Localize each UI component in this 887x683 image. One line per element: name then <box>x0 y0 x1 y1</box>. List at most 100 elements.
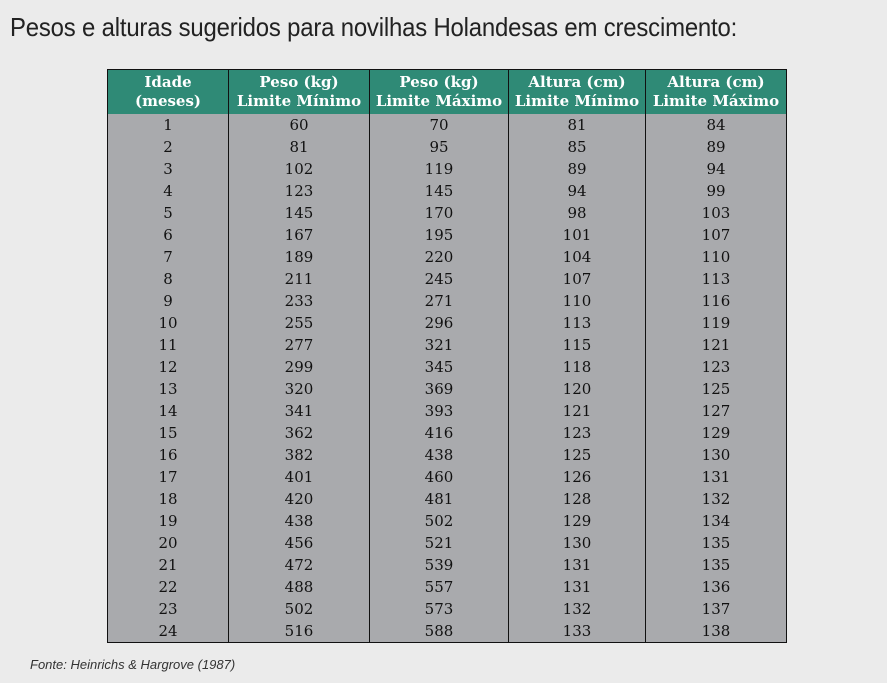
table-body: 1 60 70 81 84 2 81 95 85 89 3 102 119 89 94 4 123 145 94 99… <box>107 114 787 643</box>
height-min-cell: 132 <box>508 598 646 620</box>
height-min-cell: 98 <box>508 202 646 224</box>
height-min-cell: 110 <box>508 290 646 312</box>
table-row: 19 438 502 129 134 <box>107 510 787 532</box>
header-weight-max: Peso (kg) Limite Máximo <box>369 69 509 114</box>
weight-max-cell: 220 <box>369 246 509 268</box>
table-row: 23 502 573 132 137 <box>107 598 787 620</box>
weight-min-cell: 233 <box>228 290 370 312</box>
header-weight-min: Peso (kg) Limite Mínimo <box>228 69 370 114</box>
weight-min-cell: 81 <box>228 136 370 158</box>
age-cell: 17 <box>107 466 229 488</box>
height-min-cell: 94 <box>508 180 646 202</box>
weight-max-cell: 195 <box>369 224 509 246</box>
weight-max-cell: 296 <box>369 312 509 334</box>
height-min-cell: 130 <box>508 532 646 554</box>
weight-max-cell: 70 <box>369 114 509 136</box>
header-weight-max-line1: Peso (kg) <box>399 73 479 91</box>
table-row: 4 123 145 94 99 <box>107 180 787 202</box>
weight-max-cell: 588 <box>369 620 509 643</box>
height-min-cell: 101 <box>508 224 646 246</box>
header-height-max-line1: Altura (cm) <box>667 73 765 91</box>
table-row: 16 382 438 125 130 <box>107 444 787 466</box>
header-weight-max-line2: Limite Máximo <box>375 92 503 110</box>
age-cell: 9 <box>107 290 229 312</box>
table-row: 10 255 296 113 119 <box>107 312 787 334</box>
table-row: 14 341 393 121 127 <box>107 400 787 422</box>
weight-max-cell: 271 <box>369 290 509 312</box>
weight-min-cell: 189 <box>228 246 370 268</box>
height-min-cell: 123 <box>508 422 646 444</box>
table-row: 9 233 271 110 116 <box>107 290 787 312</box>
table-row: 3 102 119 89 94 <box>107 158 787 180</box>
height-min-cell: 126 <box>508 466 646 488</box>
height-max-cell: 113 <box>645 268 787 290</box>
table-row: 24 516 588 133 138 <box>107 620 787 643</box>
header-height-min-line1: Altura (cm) <box>528 73 626 91</box>
table-row: 18 420 481 128 132 <box>107 488 787 510</box>
table-row: 5 145 170 98 103 <box>107 202 787 224</box>
age-cell: 11 <box>107 334 229 356</box>
age-cell: 24 <box>107 620 229 643</box>
weight-max-cell: 481 <box>369 488 509 510</box>
growth-table: Idade (meses) Peso (kg) Limite Mínimo Pe… <box>107 69 787 643</box>
age-cell: 4 <box>107 180 229 202</box>
height-min-cell: 125 <box>508 444 646 466</box>
header-age-line1: Idade <box>144 73 192 91</box>
height-min-cell: 89 <box>508 158 646 180</box>
height-max-cell: 130 <box>645 444 787 466</box>
header-age-line2: (meses) <box>134 92 202 110</box>
age-cell: 3 <box>107 158 229 180</box>
weight-min-cell: 255 <box>228 312 370 334</box>
height-min-cell: 85 <box>508 136 646 158</box>
age-cell: 18 <box>107 488 229 510</box>
height-min-cell: 81 <box>508 114 646 136</box>
height-max-cell: 138 <box>645 620 787 643</box>
height-max-cell: 132 <box>645 488 787 510</box>
header-age: Idade (meses) <box>107 69 229 114</box>
height-min-cell: 133 <box>508 620 646 643</box>
height-max-cell: 103 <box>645 202 787 224</box>
age-cell: 19 <box>107 510 229 532</box>
height-min-cell: 107 <box>508 268 646 290</box>
weight-max-cell: 573 <box>369 598 509 620</box>
weight-min-cell: 299 <box>228 356 370 378</box>
weight-min-cell: 382 <box>228 444 370 466</box>
weight-max-cell: 119 <box>369 158 509 180</box>
height-min-cell: 113 <box>508 312 646 334</box>
age-cell: 13 <box>107 378 229 400</box>
weight-min-cell: 60 <box>228 114 370 136</box>
height-min-cell: 131 <box>508 554 646 576</box>
age-cell: 5 <box>107 202 229 224</box>
height-min-cell: 115 <box>508 334 646 356</box>
height-max-cell: 119 <box>645 312 787 334</box>
age-cell: 2 <box>107 136 229 158</box>
weight-max-cell: 416 <box>369 422 509 444</box>
page-title: Pesos e alturas sugeridos para novilhas … <box>10 12 738 42</box>
age-cell: 21 <box>107 554 229 576</box>
table-row: 15 362 416 123 129 <box>107 422 787 444</box>
weight-min-cell: 277 <box>228 334 370 356</box>
weight-min-cell: 167 <box>228 224 370 246</box>
table-row: 17 401 460 126 131 <box>107 466 787 488</box>
height-max-cell: 129 <box>645 422 787 444</box>
age-cell: 15 <box>107 422 229 444</box>
weight-min-cell: 401 <box>228 466 370 488</box>
age-cell: 10 <box>107 312 229 334</box>
weight-max-cell: 95 <box>369 136 509 158</box>
height-min-cell: 129 <box>508 510 646 532</box>
weight-min-cell: 488 <box>228 576 370 598</box>
age-cell: 16 <box>107 444 229 466</box>
height-max-cell: 107 <box>645 224 787 246</box>
weight-max-cell: 502 <box>369 510 509 532</box>
age-cell: 20 <box>107 532 229 554</box>
weight-max-cell: 145 <box>369 180 509 202</box>
weight-max-cell: 557 <box>369 576 509 598</box>
weight-max-cell: 345 <box>369 356 509 378</box>
table-row: 7 189 220 104 110 <box>107 246 787 268</box>
age-cell: 8 <box>107 268 229 290</box>
weight-min-cell: 211 <box>228 268 370 290</box>
height-min-cell: 121 <box>508 400 646 422</box>
table-row: 22 488 557 131 136 <box>107 576 787 598</box>
height-max-cell: 135 <box>645 554 787 576</box>
weight-min-cell: 145 <box>228 202 370 224</box>
